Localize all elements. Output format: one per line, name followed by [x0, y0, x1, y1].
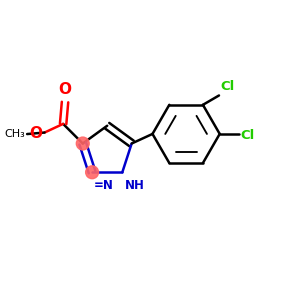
Text: O: O [58, 82, 71, 98]
Text: Cl: Cl [240, 129, 254, 142]
Text: O: O [29, 126, 42, 141]
Text: =N: =N [94, 179, 113, 192]
Text: CH₃: CH₃ [4, 129, 26, 139]
Text: NH: NH [125, 179, 145, 192]
Text: Cl: Cl [220, 80, 234, 93]
Circle shape [76, 137, 89, 150]
Circle shape [86, 166, 98, 179]
